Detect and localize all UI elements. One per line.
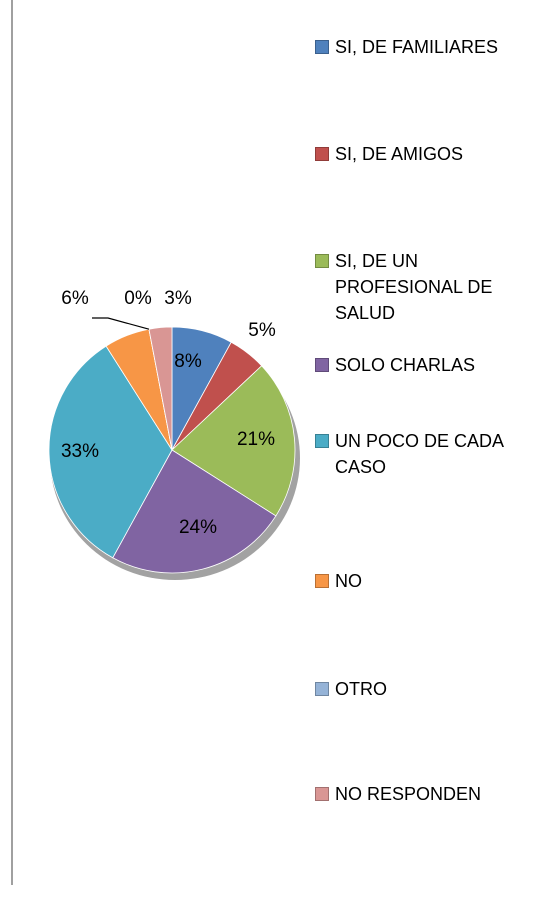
pie-slice bbox=[171, 365, 296, 517]
legend-item: SOLO CHARLAS bbox=[315, 352, 520, 378]
legend-label: NO RESPONDEN bbox=[335, 784, 482, 804]
legend-item: OTRO bbox=[315, 676, 520, 702]
legend-label: SI, DE FAMILIARES bbox=[335, 37, 499, 57]
legend-swatch bbox=[315, 434, 329, 448]
legend-label: OTRO bbox=[335, 679, 387, 699]
legend-label: SI, DE UN PROFESIONAL DE SALUD bbox=[335, 251, 493, 323]
legend-item: NO RESPONDEN bbox=[315, 781, 520, 807]
pie-slice bbox=[148, 326, 173, 451]
legend-swatch bbox=[315, 147, 329, 161]
legend-label: SI, DE AMIGOS bbox=[335, 144, 464, 164]
pie-slice bbox=[112, 449, 277, 574]
data-label: 24% bbox=[179, 517, 217, 538]
legend-swatch bbox=[315, 574, 329, 588]
data-label: 33% bbox=[61, 441, 99, 462]
data-label: 6% bbox=[61, 288, 89, 309]
legend-swatch bbox=[315, 358, 329, 372]
legend-swatch bbox=[315, 787, 329, 801]
data-label: 5% bbox=[248, 320, 276, 341]
legend-item: SI, DE AMIGOS bbox=[315, 141, 520, 167]
legend-item: SI, DE FAMILIARES bbox=[315, 34, 520, 60]
legend-swatch bbox=[315, 40, 329, 54]
legend-label: UN POCO DE CADA CASO bbox=[335, 431, 504, 477]
data-label: 0% bbox=[124, 288, 152, 309]
legend-item: NO bbox=[315, 568, 520, 594]
leader-line bbox=[92, 317, 150, 330]
legend-swatch bbox=[315, 682, 329, 696]
data-label: 8% bbox=[174, 351, 202, 372]
data-label: 21% bbox=[237, 429, 275, 450]
legend-item: SI, DE UN PROFESIONAL DE SALUD bbox=[315, 248, 520, 326]
data-label: 3% bbox=[164, 288, 192, 309]
legend-swatch bbox=[315, 254, 329, 268]
legend-label: NO bbox=[335, 571, 362, 591]
pie-slice bbox=[48, 345, 173, 559]
legend-item: UN POCO DE CADA CASO bbox=[315, 428, 520, 480]
legend-label: SOLO CHARLAS bbox=[335, 355, 476, 375]
